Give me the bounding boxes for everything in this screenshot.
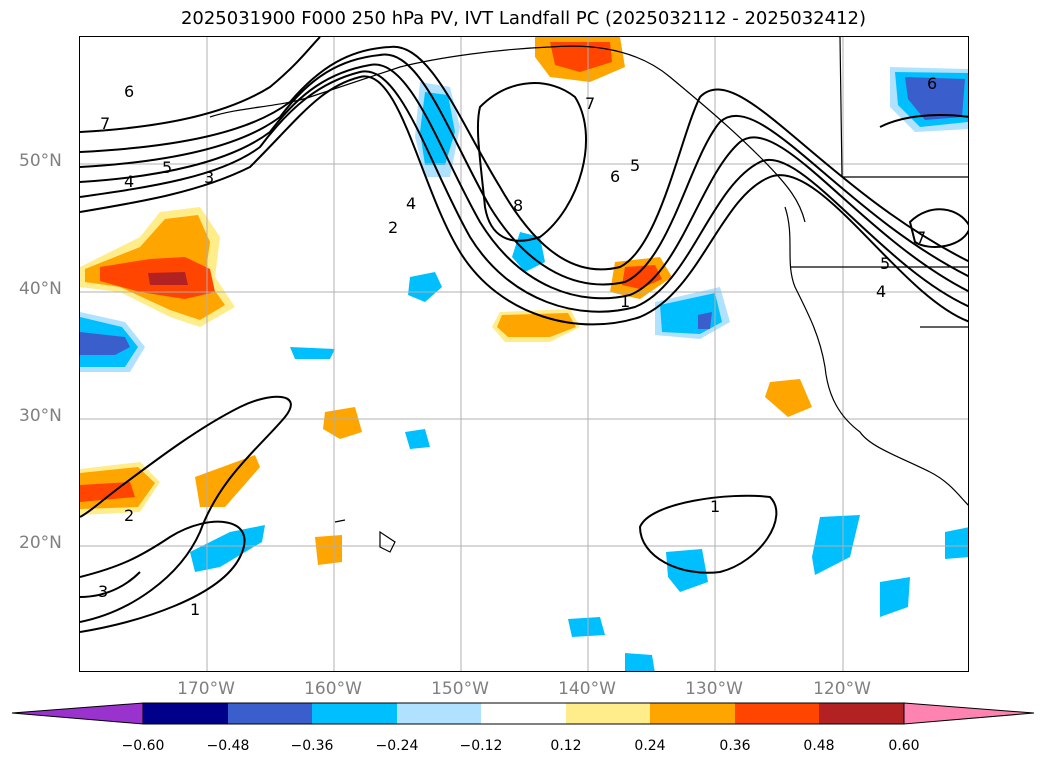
colorbar-tick: −0.48 — [206, 738, 250, 754]
contour-label: 1 — [620, 292, 630, 311]
coastlines — [209, 37, 968, 553]
contour-label: 2 — [124, 506, 134, 525]
map-canvas: 6 7 5 4 3 4 2 8 7 5 6 1 6 7 5 4 1 2 3 1 — [80, 37, 968, 671]
lon-label-130W: 130°W — [685, 679, 743, 699]
colorbar-extend-low — [11, 702, 144, 725]
colorbar-bin — [397, 703, 481, 724]
contour-label: 4 — [876, 282, 886, 301]
colorbar-tick: −0.12 — [459, 738, 503, 754]
contour-label: 1 — [710, 497, 720, 516]
lon-label-150W: 150°W — [431, 679, 489, 699]
colorbar — [11, 702, 1035, 725]
lat-label-50N: 50°N — [19, 151, 62, 171]
colorbar-tick: −0.36 — [290, 738, 334, 754]
lon-label-170W: 170°W — [177, 679, 235, 699]
colorbar-tick: 0.48 — [803, 738, 835, 754]
colorbar-bin — [819, 703, 904, 724]
colorbar-tick: −0.60 — [121, 738, 165, 754]
colorbar-bin — [312, 703, 397, 724]
lon-label-120W: 120°W — [813, 679, 871, 699]
map-panel[interactable]: 6 7 5 4 3 4 2 8 7 5 6 1 6 7 5 4 1 2 3 1 — [79, 36, 969, 672]
colorbar-extend-high — [903, 702, 1035, 725]
colorbar-tick: 0.60 — [888, 738, 920, 754]
contour-label: 6 — [610, 167, 620, 186]
colorbar-bin — [650, 703, 735, 724]
contour-label: 5 — [880, 254, 890, 273]
contour-label: 7 — [916, 228, 926, 247]
colorbar-tick: −0.24 — [375, 738, 419, 754]
contour-labels: 6 7 5 4 3 4 2 8 7 5 6 1 6 7 5 4 1 2 3 1 — [98, 74, 937, 619]
colorbar-bin — [735, 703, 819, 724]
colorbar-bin — [566, 703, 650, 724]
contour-label: 7 — [585, 94, 595, 113]
colorbar-tick: 0.36 — [719, 738, 751, 754]
lon-label-160W: 160°W — [304, 679, 362, 699]
colorbar-bin — [143, 703, 228, 724]
ivt-shading — [80, 37, 968, 671]
colorbar-bin — [228, 703, 312, 724]
contour-label: 4 — [406, 194, 416, 213]
contour-label: 3 — [98, 582, 108, 601]
pv-contours — [80, 37, 968, 633]
contour-label: 7 — [100, 114, 110, 133]
contour-label: 5 — [162, 158, 172, 177]
contour-label: 8 — [513, 196, 523, 215]
colorbar-border — [142, 702, 905, 725]
lon-label-140W: 140°W — [558, 679, 616, 699]
contour-label: 6 — [927, 74, 937, 93]
contour-label: 3 — [204, 168, 214, 187]
contour-label: 1 — [190, 600, 200, 619]
colorbar-bin — [481, 703, 566, 724]
lat-label-30N: 30°N — [19, 406, 62, 426]
contour-label: 4 — [124, 172, 134, 191]
contour-label: 6 — [124, 82, 134, 101]
lat-lon-grid — [80, 37, 968, 671]
lat-label-40N: 40°N — [19, 279, 62, 299]
lat-label-20N: 20°N — [19, 533, 62, 553]
map-title: 2025031900 F000 250 hPa PV, IVT Landfall… — [180, 8, 867, 29]
colorbar-tick: 0.24 — [634, 738, 666, 754]
colorbar-tick: 0.12 — [550, 738, 582, 754]
contour-label: 2 — [388, 218, 398, 237]
contour-label: 5 — [630, 156, 640, 175]
